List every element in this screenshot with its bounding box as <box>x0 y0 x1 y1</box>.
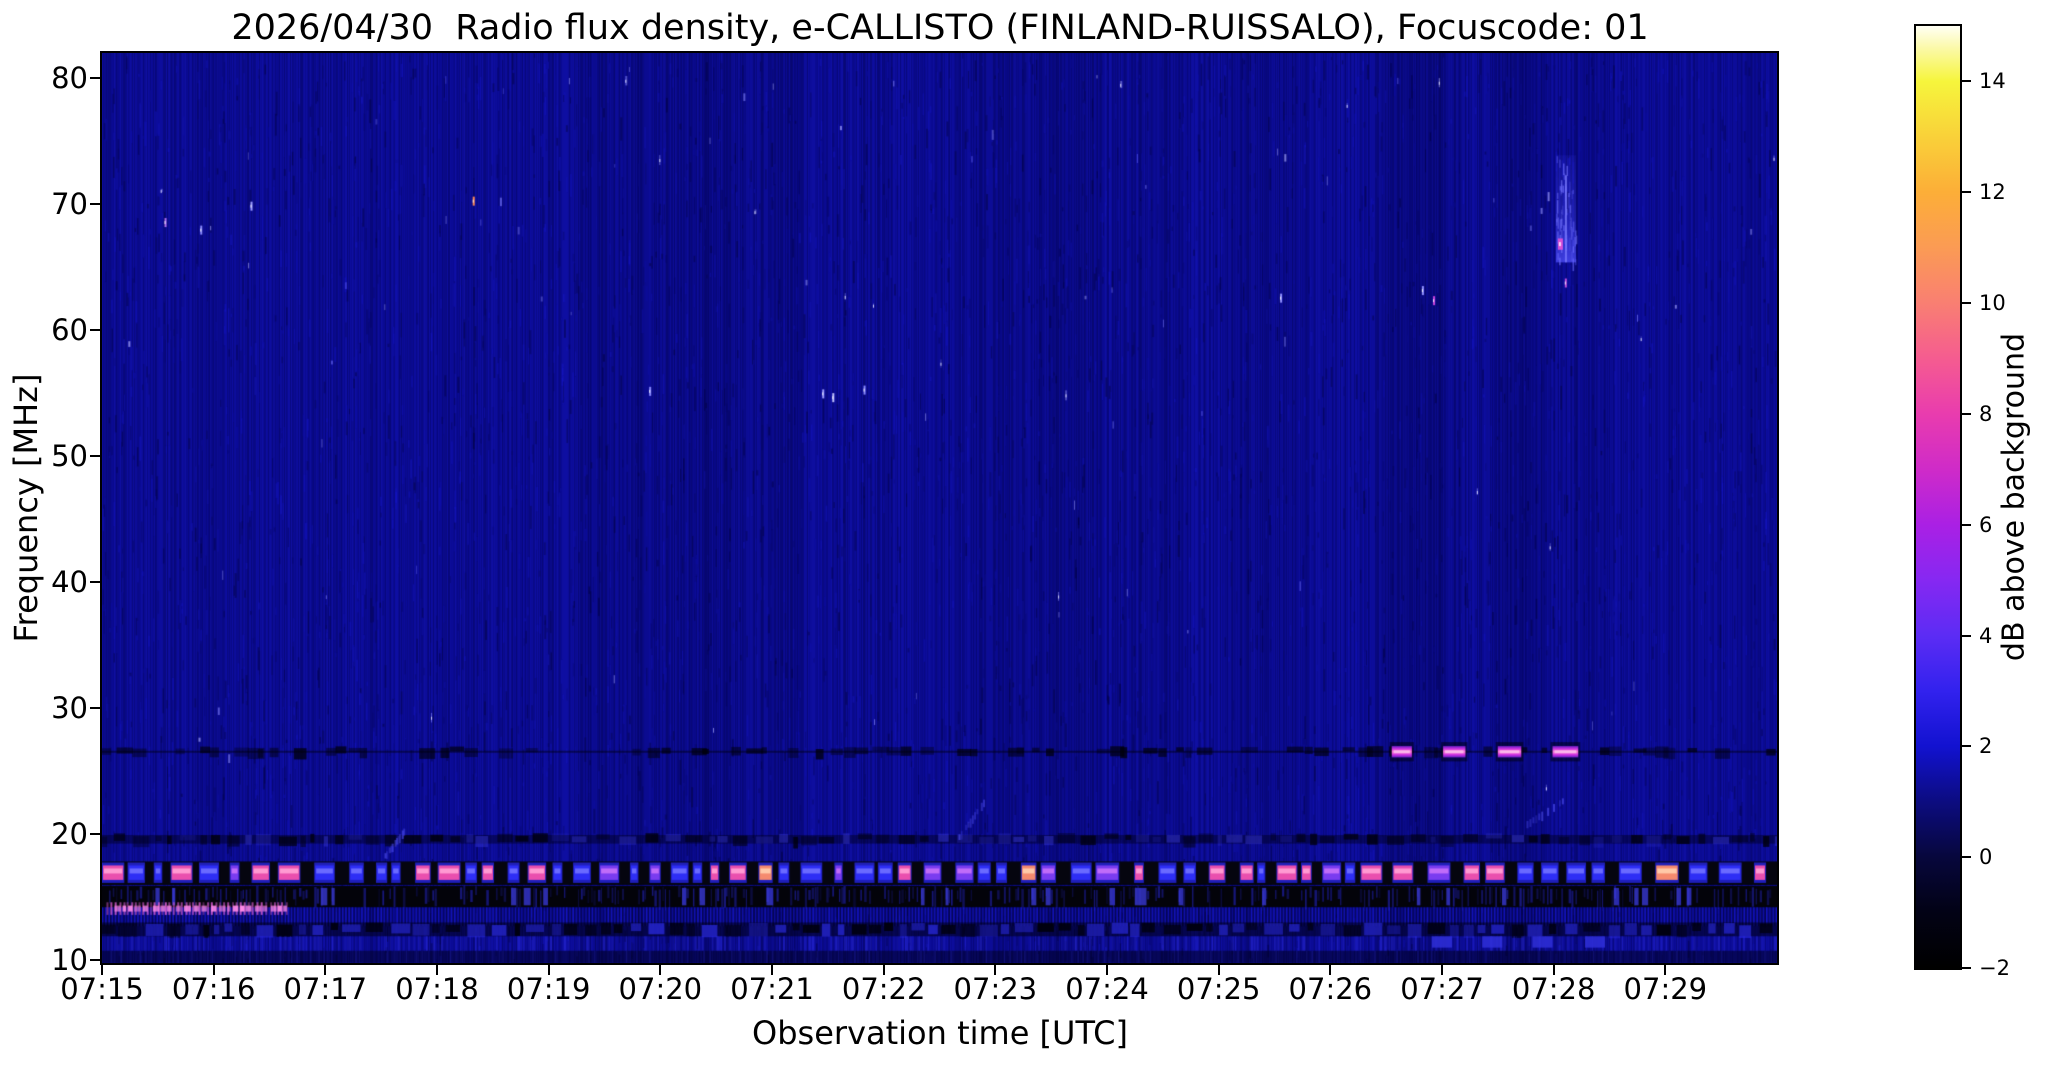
colorbar-tick-label: −2 <box>1979 956 2010 980</box>
x-axis-tick <box>324 964 327 975</box>
x-axis-tick-label: 07:24 <box>1065 972 1149 1006</box>
y-axis-tick-label: 60 <box>51 313 88 348</box>
colorbar-tick-label: 6 <box>1979 512 1993 537</box>
x-axis-tick <box>1106 964 1108 975</box>
x-axis-tick-label: 07:25 <box>1176 972 1261 1006</box>
x-axis-tick <box>994 964 997 975</box>
x-axis-tick <box>547 964 550 975</box>
colorbar-tick-label: 12 <box>1979 180 2006 205</box>
colorbar-tick <box>1962 412 1971 415</box>
y-axis-tick-label: 20 <box>51 817 88 852</box>
x-axis-tick <box>771 964 773 975</box>
y-axis-tick <box>90 203 101 206</box>
x-axis-tick <box>1552 964 1555 975</box>
x-axis-tick-label: 07:26 <box>1288 972 1373 1006</box>
y-axis-tick-label: 30 <box>51 691 88 726</box>
colorbar-tick <box>1962 856 1971 859</box>
x-axis-tick <box>882 964 885 975</box>
y-axis-label: Frequency [MHz] <box>7 373 45 643</box>
y-axis-tick <box>90 455 101 458</box>
y-axis-tick-label: 10 <box>51 943 88 978</box>
y-axis-tick <box>90 959 101 962</box>
colorbar-tick-label: 2 <box>1979 734 1993 759</box>
colorbar-tick-label: 14 <box>1979 69 2006 94</box>
x-axis-tick-label: 07:20 <box>618 972 703 1006</box>
x-axis-tick <box>436 964 438 975</box>
y-axis-tick <box>90 77 101 80</box>
chart-title: 2026/04/30 Radio flux density, e-CALLIST… <box>231 8 1649 48</box>
colorbar-tick <box>1962 80 1971 83</box>
y-axis-tick-label: 50 <box>51 439 88 474</box>
colorbar-tick-label: 10 <box>1979 291 2006 316</box>
colorbar-tick <box>1962 191 1971 194</box>
x-axis-tick-label: 07:16 <box>171 972 256 1006</box>
colorbar-tick <box>1962 634 1971 637</box>
x-axis-tick-label: 07:27 <box>1400 972 1484 1006</box>
x-axis-tick <box>1664 964 1667 975</box>
x-axis-tick-label: 07:29 <box>1623 972 1708 1006</box>
x-axis-tick-label: 07:28 <box>1511 972 1596 1006</box>
y-axis-tick-label: 70 <box>51 187 88 222</box>
y-axis-tick <box>90 329 101 332</box>
colorbar-tick <box>1962 967 1971 969</box>
colorbar-tick-label: 8 <box>1979 401 1993 426</box>
x-axis-tick <box>1441 964 1443 975</box>
y-axis-tick-label: 40 <box>51 565 88 600</box>
x-axis-tick <box>1329 964 1332 975</box>
colorbar-tick <box>1962 745 1971 748</box>
y-axis-tick-label: 80 <box>51 61 88 96</box>
x-axis-tick <box>101 964 103 975</box>
x-axis-tick-label: 07:17 <box>283 972 368 1006</box>
y-axis-tick <box>90 581 101 584</box>
x-axis-tick-label: 07:21 <box>730 972 814 1006</box>
x-axis-tick-label: 07:23 <box>953 972 1038 1006</box>
colorbar-tick-label: 0 <box>1979 845 1993 870</box>
x-axis-tick <box>1217 964 1220 975</box>
spectrogram-canvas <box>100 51 1779 965</box>
x-axis-tick <box>212 964 215 975</box>
x-axis-label: Observation time [UTC] <box>752 1014 1128 1052</box>
x-axis-tick-label: 07:22 <box>841 972 926 1006</box>
y-axis-tick <box>90 707 101 710</box>
x-axis-tick-label: 07:19 <box>506 972 591 1006</box>
colorbar-tick <box>1962 302 1971 305</box>
colorbar <box>1914 24 1962 970</box>
colorbar-tick-label: 4 <box>1979 623 1993 648</box>
colorbar-label: dB above background <box>1996 332 2032 662</box>
x-axis-tick <box>659 964 662 975</box>
colorbar-tick <box>1962 523 1971 526</box>
y-axis-tick <box>90 833 101 836</box>
x-axis-tick-label: 07:15 <box>60 972 144 1006</box>
x-axis-tick-label: 07:18 <box>395 972 479 1006</box>
